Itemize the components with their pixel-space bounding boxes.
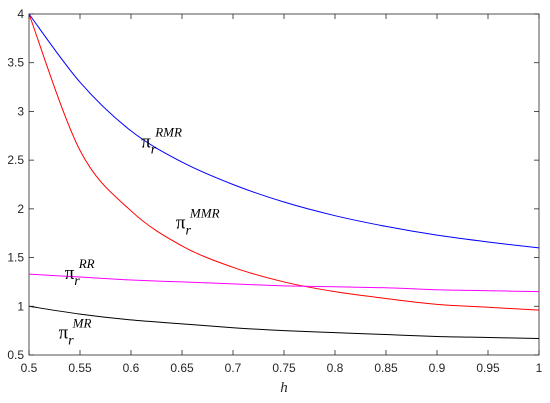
y-tick-label: 4 xyxy=(17,7,24,21)
annotation-sup: RR xyxy=(78,256,95,271)
annotation-sub: r xyxy=(68,333,74,348)
x-tick-label: 0.7 xyxy=(225,361,242,375)
series-annotation: πr RR xyxy=(65,256,95,289)
y-tick-label: 3 xyxy=(17,104,24,118)
x-tick-label: 0.9 xyxy=(429,361,446,375)
annotation-sup: RMR xyxy=(154,124,182,139)
x-tick-label: 0.75 xyxy=(272,361,296,375)
x-tick-label: 0.95 xyxy=(476,361,500,375)
annotation-base: π xyxy=(141,131,151,152)
series-annotation: πr MMR xyxy=(176,205,220,238)
annotation-base: π xyxy=(65,263,75,284)
x-tick-label: 1 xyxy=(536,361,543,375)
y-tick-label: 2 xyxy=(17,202,24,216)
series-line-1 xyxy=(28,13,540,311)
x-tick-label: 0.55 xyxy=(68,361,92,375)
series-annotation: πr MR xyxy=(59,315,92,348)
series-line-0 xyxy=(28,13,540,249)
series-line-2 xyxy=(28,273,540,293)
y-tick-label: 0.5 xyxy=(7,348,24,362)
tick-layer: 0.5 0.55 0.6 0.65 0.7 0.75 0.8 0.85 0.9 0.95 1 0.5 1… xyxy=(7,7,542,375)
x-tick-label: 0.65 xyxy=(170,361,194,375)
y-tick-label: 1.5 xyxy=(7,251,24,265)
y-tick-label: 2.5 xyxy=(7,153,24,167)
x-tick-label: 0.8 xyxy=(327,361,344,375)
annotation-sup: MMR xyxy=(189,205,220,220)
annotation-base: π xyxy=(176,212,186,233)
x-tick-label: 0.5 xyxy=(21,361,38,375)
series-layer xyxy=(28,13,540,339)
y-tick-label: 3.5 xyxy=(7,56,24,70)
series-line-3 xyxy=(28,305,540,339)
series-annotation: πr RMR xyxy=(141,124,182,157)
x-axis-label: h xyxy=(280,380,288,396)
annotation-sub: r xyxy=(74,274,80,289)
y-tick-label: 1 xyxy=(17,299,24,313)
annotation-base: π xyxy=(59,322,69,343)
x-tick-label: 0.6 xyxy=(123,361,140,375)
annotation-sub: r xyxy=(185,223,191,238)
annotation-sub: r xyxy=(151,142,157,157)
x-tick-label: 0.85 xyxy=(374,361,398,375)
annotation-sup: MR xyxy=(72,315,92,330)
